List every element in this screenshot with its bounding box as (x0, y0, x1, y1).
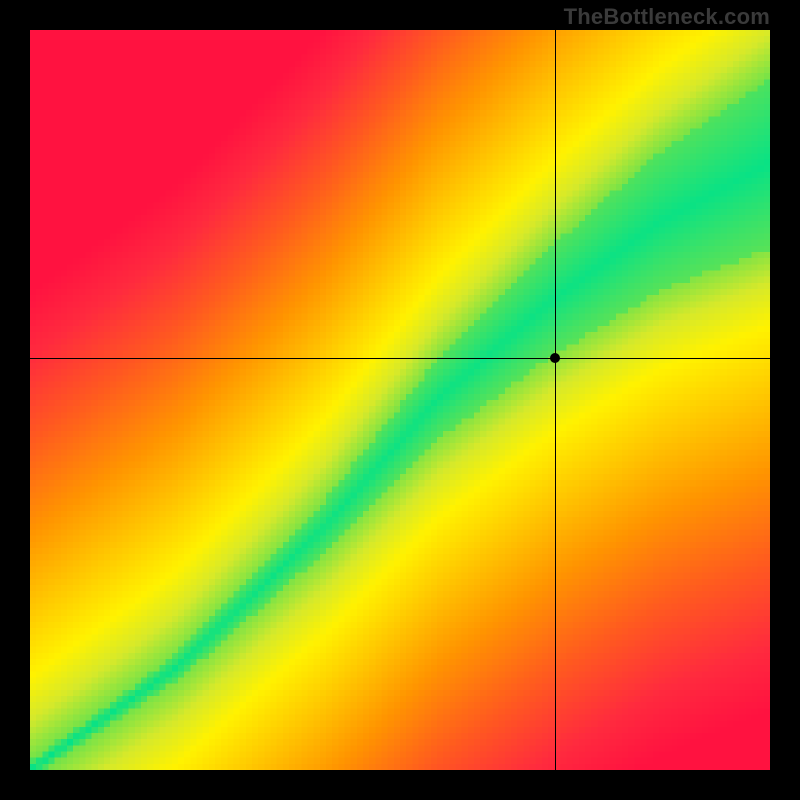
chart-frame: TheBottleneck.com (0, 0, 800, 800)
plot-area (30, 30, 770, 770)
bottleneck-heatmap (30, 30, 770, 770)
crosshair-horizontal (30, 358, 770, 359)
crosshair-vertical (555, 30, 556, 770)
watermark-text: TheBottleneck.com (564, 4, 770, 30)
